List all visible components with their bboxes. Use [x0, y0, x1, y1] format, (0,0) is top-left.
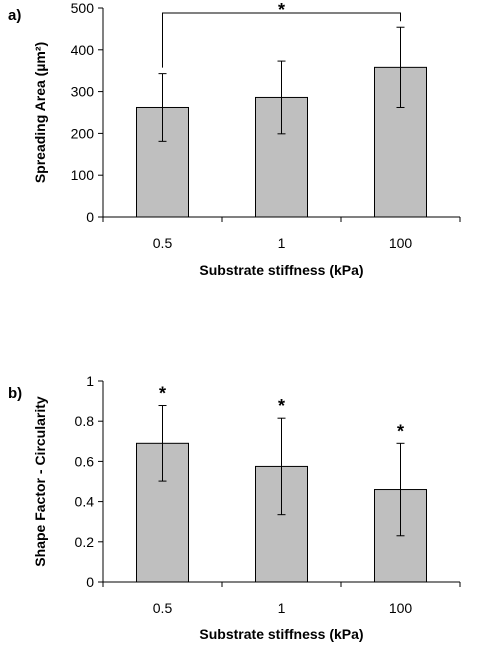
chart-b-y-tick-label: 0.4 [75, 494, 95, 510]
chart-a-panel-label: a) [8, 7, 21, 24]
chart-spreading-area: a) 0 100 200 300 400 500 0.5 1 100 Substrate stiff… [8, 0, 461, 278]
chart-b-x-axis-title: Substrate stiffness (kPa) [199, 626, 363, 642]
chart-a-y-tick-label: 100 [71, 167, 95, 183]
chart-b-y-tick-label: 0.8 [75, 413, 95, 429]
chart-a-y-axis-title: Spreading Area (µm²) [32, 42, 48, 183]
chart-a-x-axis-title: Substrate stiffness (kPa) [199, 262, 363, 278]
chart-a-significance-star: * [278, 0, 285, 20]
chart-a-significance-bracket [162, 12, 401, 68]
chart-b-y-tick-label: 0 [86, 574, 94, 590]
chart-b-x-tick-label: 1 [278, 600, 286, 616]
chart-b-significance-star: * [278, 396, 285, 416]
chart-a-x-tick-label: 1 [278, 235, 286, 251]
chart-b-y-tick-label: 0.6 [75, 453, 95, 469]
chart-a-y-tick-label: 500 [71, 0, 95, 16]
chart-b-y-axis-title: Shape Factor - Circularity [32, 396, 48, 567]
chart-a-y-tick-label: 200 [71, 125, 95, 141]
chart-b-x-tick-label: 0.5 [153, 600, 173, 616]
chart-b-significance-star: * [159, 384, 166, 404]
chart-circularity: b) 0 0.2 0.4 0.6 0.8 1 0.5 1 100 Substrate stiffne… [8, 373, 461, 642]
chart-a-x-tick-label: 100 [389, 235, 413, 251]
chart-a-x-tick-label: 0.5 [153, 235, 173, 251]
chart-a-y-tick-label: 400 [71, 42, 95, 58]
chart-b-panel-label: b) [8, 385, 22, 402]
chart-b-y-tick-label: 0.2 [75, 534, 95, 550]
chart-b-significance-star: * [397, 421, 404, 441]
chart-a-y-tick-label: 300 [71, 84, 95, 100]
chart-b-y-tick-label: 1 [86, 373, 94, 389]
chart-a-y-tick-label: 0 [86, 209, 94, 225]
chart-b-x-tick-label: 100 [389, 600, 413, 616]
